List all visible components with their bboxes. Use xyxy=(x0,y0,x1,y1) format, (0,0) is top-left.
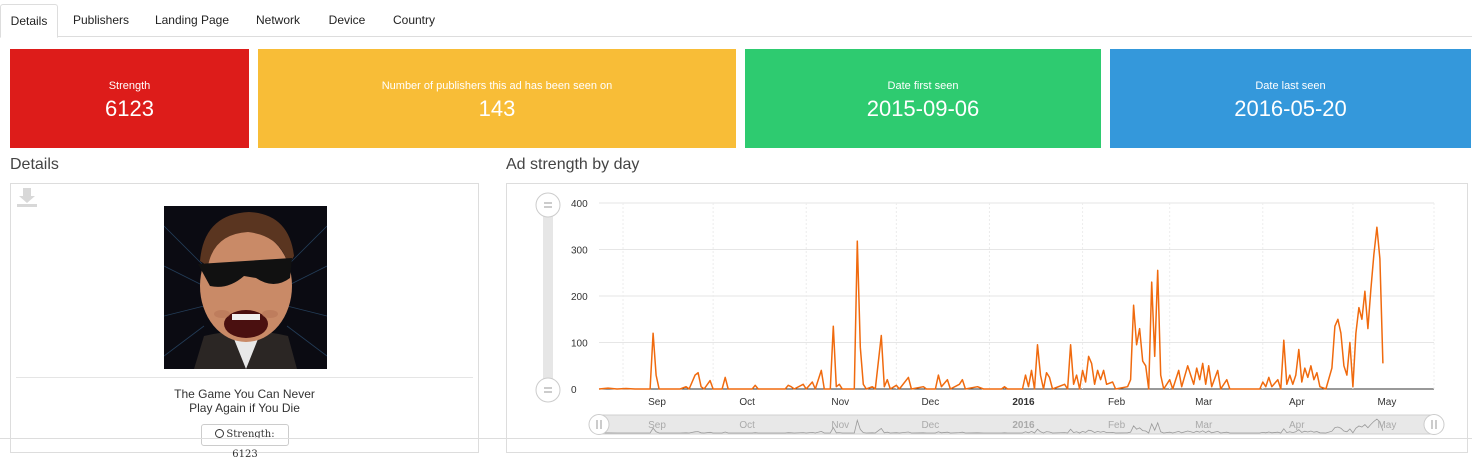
tab-publishers[interactable]: Publishers xyxy=(72,13,130,27)
first-seen-value: 2015-09-06 xyxy=(866,96,980,121)
y-range-handle-bottom xyxy=(535,377,561,403)
y-range-handle-top xyxy=(535,192,561,218)
publishers-value: 143 xyxy=(478,96,516,121)
tab-country[interactable]: Country xyxy=(392,13,436,27)
tab-landing-page[interactable]: Landing Page xyxy=(154,13,230,27)
publishers-card: Number of publishers this ad has been se… xyxy=(258,49,736,148)
strength-label: Strength xyxy=(108,80,151,92)
details-divider xyxy=(16,377,473,378)
x-tick-label: 2016 xyxy=(1012,397,1035,408)
y-tick-label: 0 xyxy=(571,385,577,396)
tab-device[interactable]: Device xyxy=(328,13,366,27)
strength-badge: Strength: 6123 xyxy=(201,424,289,460)
strength-badge-text: Strength: 6123 xyxy=(226,429,275,460)
first-seen-card: Date first seen 2015-09-06 xyxy=(745,49,1101,148)
navigator-tick-label: 2016 xyxy=(1012,420,1035,431)
navigator-tick-label: Mar xyxy=(1195,420,1213,431)
x-tick-label: Feb xyxy=(1108,397,1126,408)
x-tick-label: May xyxy=(1377,397,1396,408)
bottom-border xyxy=(0,438,1472,439)
chart-panel: 0 100 200 300 400 Sep Oct Nov Dec 2016 Feb Mar Apr Ma… xyxy=(506,183,1468,453)
x-tick-label: Apr xyxy=(1289,397,1305,408)
x-tick-label: Nov xyxy=(831,397,849,408)
navigator-line xyxy=(598,418,1384,434)
x-tick-label: Sep xyxy=(648,397,666,408)
ad-title-line-1: The Game You Can Never xyxy=(174,387,315,401)
y-range-track xyxy=(543,208,553,390)
navigator-tick-label: Apr xyxy=(1289,420,1305,431)
clock-icon xyxy=(215,429,225,438)
strength-card: Strength 6123 xyxy=(10,49,249,148)
navigator-tick-label: Feb xyxy=(1108,420,1126,431)
navigator-tick-label: Dec xyxy=(921,420,939,431)
tab-bar: Details Publishers Landing Page Network … xyxy=(0,0,1472,38)
y-tick-label: 100 xyxy=(571,339,588,350)
details-heading: Details xyxy=(10,156,59,173)
navigator-tick-label: Sep xyxy=(648,420,666,431)
tab-network[interactable]: Network xyxy=(255,13,300,27)
first-seen-label: Date first seen xyxy=(887,80,959,92)
tab-details[interactable]: Details xyxy=(0,4,58,38)
last-seen-value: 2016-05-20 xyxy=(1234,96,1347,121)
ad-title: The Game You Can Never Play Again if You… xyxy=(11,387,478,415)
ad-title-line-2: Play Again if You Die xyxy=(189,401,300,415)
x-tick-label: Dec xyxy=(921,397,939,408)
last-seen-card: Date last seen 2016-05-20 xyxy=(1110,49,1471,148)
download-icon[interactable] xyxy=(16,186,38,208)
last-seen-label: Date last seen xyxy=(1255,80,1326,92)
details-panel: The Game You Can Never Play Again if You… xyxy=(10,183,479,460)
navigator-handle-left[interactable] xyxy=(588,414,610,435)
publishers-label: Number of publishers this ad has been se… xyxy=(381,80,613,92)
x-tick-label: Oct xyxy=(739,397,755,408)
chart-heading: Ad strength by day xyxy=(506,156,640,173)
x-tick-label: Mar xyxy=(1195,397,1213,408)
y-tick-label: 200 xyxy=(571,292,588,303)
navigator-tick-label: May xyxy=(1377,420,1396,431)
ad-strength-chart: 0 100 200 300 400 Sep Oct Nov Dec 2016 Feb Mar Apr Ma… xyxy=(535,192,1445,435)
navigator-tick-label: Oct xyxy=(739,420,755,431)
navigator-handle-right[interactable] xyxy=(1423,414,1445,435)
ad-image xyxy=(164,206,327,369)
y-tick-label: 400 xyxy=(571,199,588,210)
navigator-tick-label: Nov xyxy=(831,420,849,431)
strength-value: 6123 xyxy=(105,96,154,121)
series-line xyxy=(598,226,1384,390)
y-tick-label: 300 xyxy=(571,246,588,257)
